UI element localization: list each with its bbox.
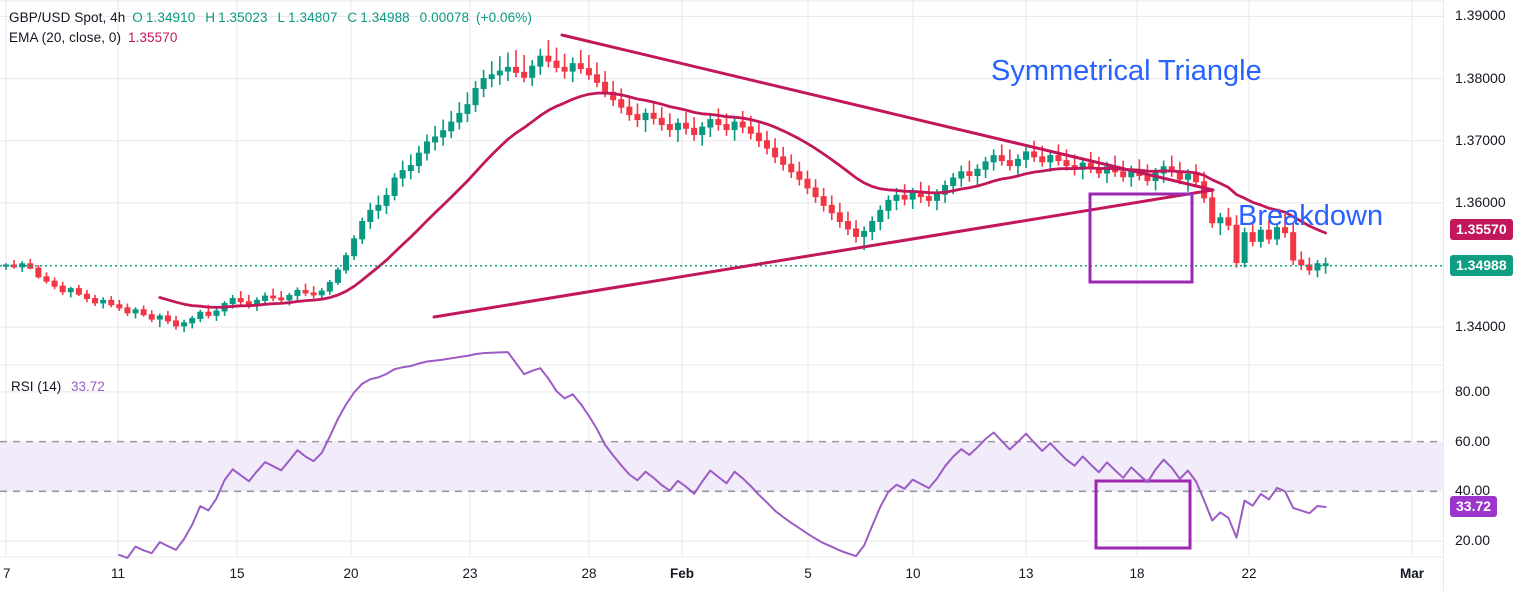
rsi-axis-label: 60.00 xyxy=(1455,432,1491,449)
current-price-badge: 1.34988 xyxy=(1450,254,1513,276)
chart-legend-ema: EMA (20, close, 0) 1.35570 xyxy=(9,30,180,45)
annotation-breakdown: Breakdown xyxy=(1238,200,1384,232)
price-axis-label: 1.38000 xyxy=(1455,69,1506,86)
chart-legend-price: GBP/USD Spot, 4h O 1.34910 H 1.35023 L 1.34… xyxy=(9,10,535,25)
rsi-legend: RSI (14) 33.72 xyxy=(11,379,105,394)
rsi-value-badge: 33.72 xyxy=(1450,495,1498,517)
ema-indicator-label: EMA (20, close, 0) xyxy=(9,30,122,45)
ohlc-high: H 1.35023 xyxy=(205,10,268,25)
time-axis[interactable]: 7 11 15 20 23 28 Feb 5 10 13 18 22 Mar xyxy=(0,557,1443,591)
time-axis-label: 23 xyxy=(462,566,478,581)
time-axis-label: Feb xyxy=(669,566,695,581)
rsi-indicator-value: 33.72 xyxy=(71,379,105,394)
annotation-symmetrical-triangle: Symmetrical Triangle xyxy=(991,55,1262,87)
ohlc-open: O 1.34910 xyxy=(132,10,196,25)
price-axis-label: 1.34000 xyxy=(1455,318,1506,335)
time-axis-label: 20 xyxy=(343,566,359,581)
ohlc-close: C 1.34988 xyxy=(347,10,410,25)
time-axis-label: Mar xyxy=(1399,566,1425,581)
rsi-axis-label: 80.00 xyxy=(1455,382,1491,399)
price-axis-label: 1.36000 xyxy=(1455,193,1506,210)
rsi-axis-label: 40.00 xyxy=(1455,482,1491,499)
price-axis-label: 1.37000 xyxy=(1455,131,1506,148)
time-axis-label: 15 xyxy=(229,566,245,581)
price-axis-label: 1.39000 xyxy=(1455,7,1506,24)
time-axis-label: 5 xyxy=(804,566,812,581)
time-axis-label: 22 xyxy=(1241,566,1257,581)
ohlc-low: L 1.34807 xyxy=(277,10,338,25)
symbol-label: GBP/USD Spot, 4h xyxy=(9,10,126,25)
time-axis-label: 18 xyxy=(1129,566,1145,581)
rsi-axis-label: 20.00 xyxy=(1455,532,1491,549)
time-axis-label: 13 xyxy=(1018,566,1034,581)
price-axis[interactable]: 1.39000 1.38000 1.37000 1.36000 1.34000 1.355… xyxy=(1443,0,1536,591)
time-axis-label: 10 xyxy=(905,566,921,581)
time-axis-label: 11 xyxy=(110,566,126,581)
time-axis-label: 7 xyxy=(2,566,11,581)
price-change: 0.00078 xyxy=(419,10,470,25)
rsi-indicator-label: RSI (14) xyxy=(11,379,62,394)
price-change-percent: (+0.06%) xyxy=(476,10,532,25)
ema-indicator-value: 1.35570 xyxy=(127,30,178,45)
ema-price-badge: 1.35570 xyxy=(1450,218,1513,240)
time-axis-label: 28 xyxy=(581,566,597,581)
